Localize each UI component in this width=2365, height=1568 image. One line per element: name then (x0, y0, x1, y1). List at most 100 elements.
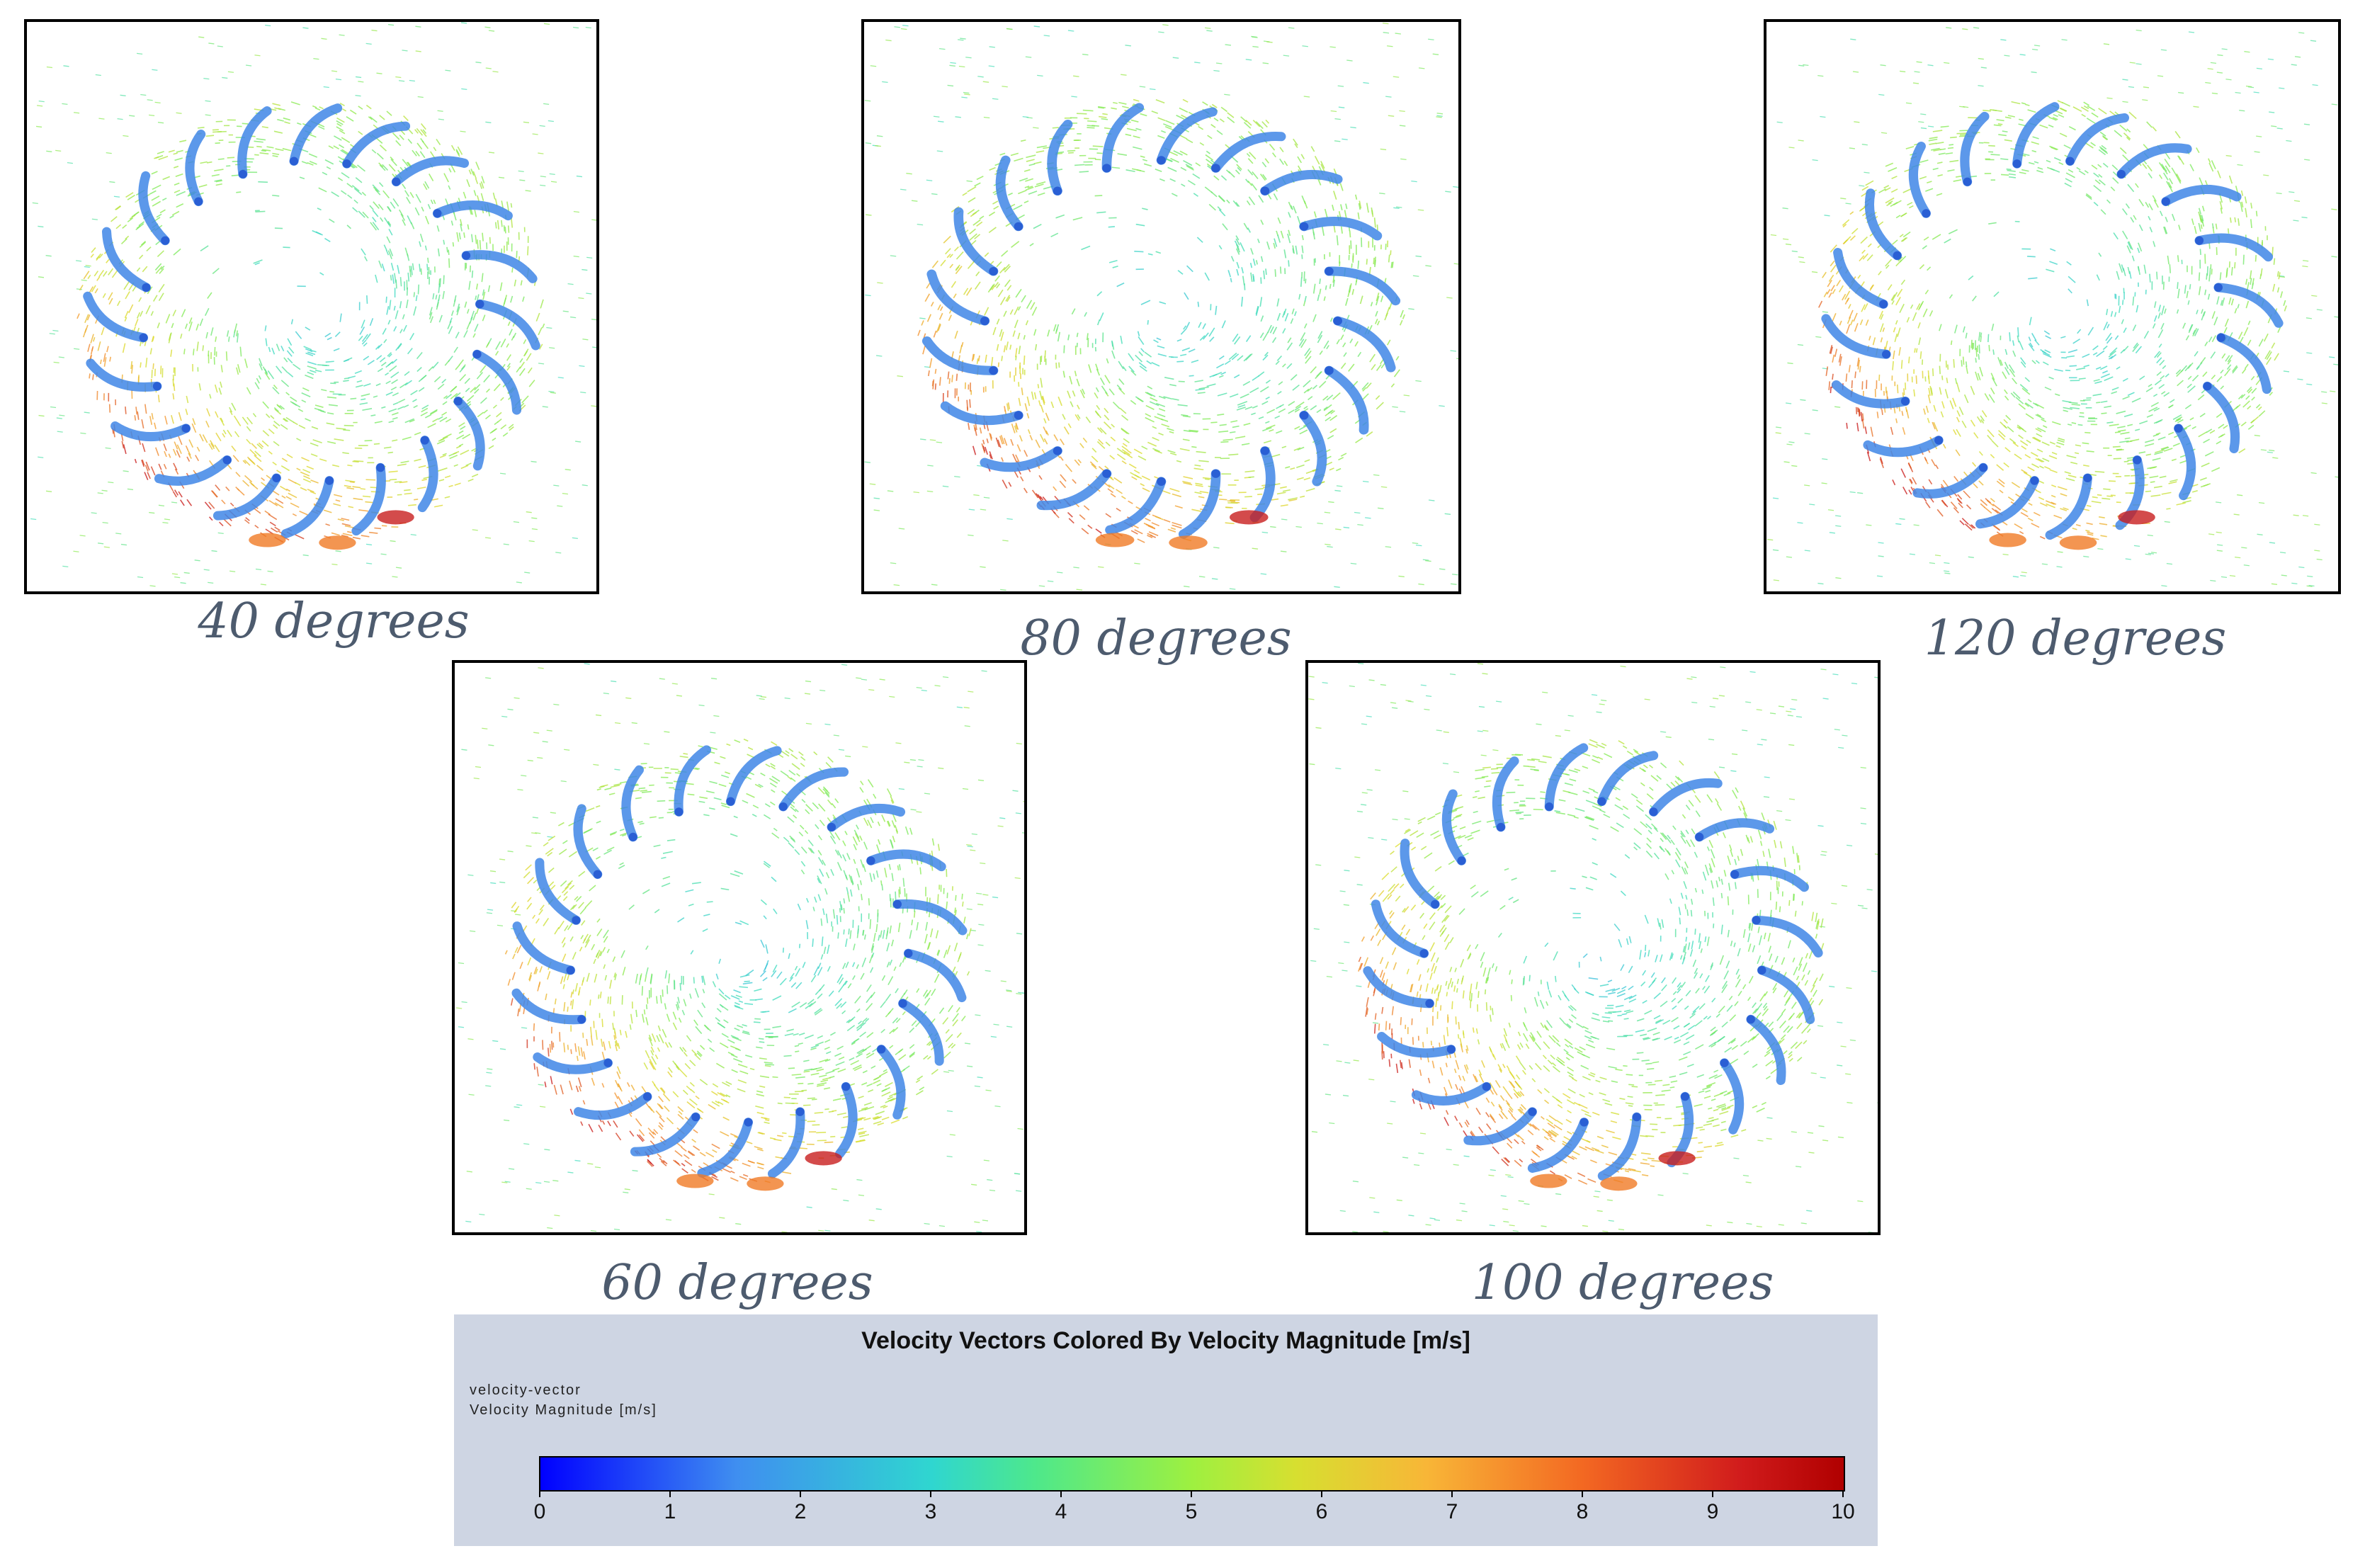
blade (237, 106, 272, 179)
blade (1036, 469, 1112, 511)
colorbar-tick-mark (800, 1490, 801, 1497)
blade (342, 121, 411, 169)
swirl-vectors (1818, 100, 2287, 540)
panel-120-degrees (1764, 19, 2341, 594)
colorbar-tick-label: 3 (924, 1500, 937, 1523)
blade-tip (1752, 916, 1761, 925)
blade (1178, 469, 1221, 539)
hotspots (249, 510, 414, 550)
hotspot (676, 1174, 714, 1188)
blade (2174, 424, 2196, 501)
blade-tip (1053, 186, 1062, 195)
blade-tip (1457, 856, 1466, 865)
colorbar-tick-mark (669, 1490, 671, 1497)
blade (697, 1118, 754, 1178)
blade (453, 396, 485, 471)
blade-tip (1482, 1082, 1491, 1091)
blade-tip (691, 1113, 701, 1122)
blade (1649, 778, 1723, 817)
blade (533, 1052, 613, 1074)
blade-tip (1978, 463, 1988, 472)
blade (1757, 965, 1815, 1024)
blade (212, 473, 281, 521)
blade-tip (1333, 317, 1342, 326)
blade (461, 250, 538, 283)
blade-tip (877, 1045, 886, 1054)
caption-80-degrees: 80 degrees (1020, 610, 1292, 666)
blade-tip (841, 1082, 851, 1091)
blade-tip (2161, 197, 2170, 206)
blade (2216, 333, 2272, 394)
blade-tip (142, 283, 151, 292)
blade (1908, 142, 1931, 218)
colorbar-tick-label: 7 (1446, 1500, 1458, 1523)
blade (535, 858, 581, 925)
blade-tip (272, 473, 281, 483)
blade (827, 803, 906, 832)
blade (1544, 743, 1589, 812)
blade (472, 349, 522, 415)
blade (1527, 1118, 1589, 1173)
blade-tip (1730, 870, 1740, 879)
ambient-vectors (864, 22, 1458, 591)
hotspot (2118, 510, 2155, 525)
caption-60-degrees: 60 degrees (601, 1255, 873, 1311)
blade-tip (1900, 397, 1910, 406)
blade-tip (1893, 251, 1902, 260)
blade-tip (1632, 1113, 1641, 1122)
blade-tip (1299, 222, 1309, 231)
blade (280, 476, 334, 539)
blade (1441, 789, 1466, 865)
blade-tip (342, 159, 351, 169)
blade (980, 446, 1062, 472)
blade-tip (1211, 164, 1220, 173)
blade-tip (1545, 802, 1554, 812)
blade-tip (1720, 1058, 1729, 1067)
blade-tip (392, 177, 401, 186)
blade-tip (1053, 446, 1062, 455)
ambient-vectors (1308, 663, 1878, 1232)
blade (1831, 380, 1910, 409)
hotspot (805, 1151, 842, 1166)
blade (1332, 316, 1396, 373)
blade-tip (475, 300, 484, 309)
colorbar-tick-label: 4 (1055, 1500, 1067, 1523)
colorbar-tick-label: 8 (1576, 1500, 1589, 1523)
hotspot (1600, 1176, 1638, 1191)
blade (86, 358, 162, 392)
blade (953, 207, 999, 276)
blade (1363, 966, 1434, 1009)
blade-tip (462, 251, 471, 260)
rotor-blades (1821, 102, 2284, 540)
caption-100-degrees: 100 degrees (1471, 1255, 1774, 1311)
blade (995, 155, 1023, 232)
blade-tip (1211, 469, 1220, 478)
blade (2202, 381, 2240, 453)
blade (432, 200, 513, 221)
hotspot (1658, 1151, 1696, 1166)
blade (2012, 102, 2060, 169)
swirl-vectors (917, 98, 1405, 543)
blade (1377, 1031, 1456, 1058)
blade (475, 299, 540, 351)
colorbar-tick-mark (1321, 1490, 1322, 1497)
blade-tip (2195, 236, 2204, 245)
hotspot (2059, 535, 2097, 550)
legend-quantity: Velocity Magnitude [m/s] (470, 1402, 657, 1418)
blade (674, 745, 712, 817)
hotspots (676, 1151, 842, 1191)
blade-tip (898, 999, 907, 1008)
blade (417, 436, 438, 513)
blade (778, 767, 849, 812)
blade (101, 227, 151, 292)
blade-tip (1681, 1092, 1690, 1101)
blade-tip (577, 1015, 586, 1024)
caption-120-degrees: 120 degrees (1924, 610, 2227, 666)
blade (1492, 756, 1519, 832)
blade-tip (674, 807, 684, 817)
blade-tip (827, 822, 836, 831)
blade (2045, 473, 2092, 540)
blade-tip (1597, 797, 1606, 806)
blade-tip (989, 366, 998, 375)
velocity-field-60 (456, 663, 1024, 1232)
